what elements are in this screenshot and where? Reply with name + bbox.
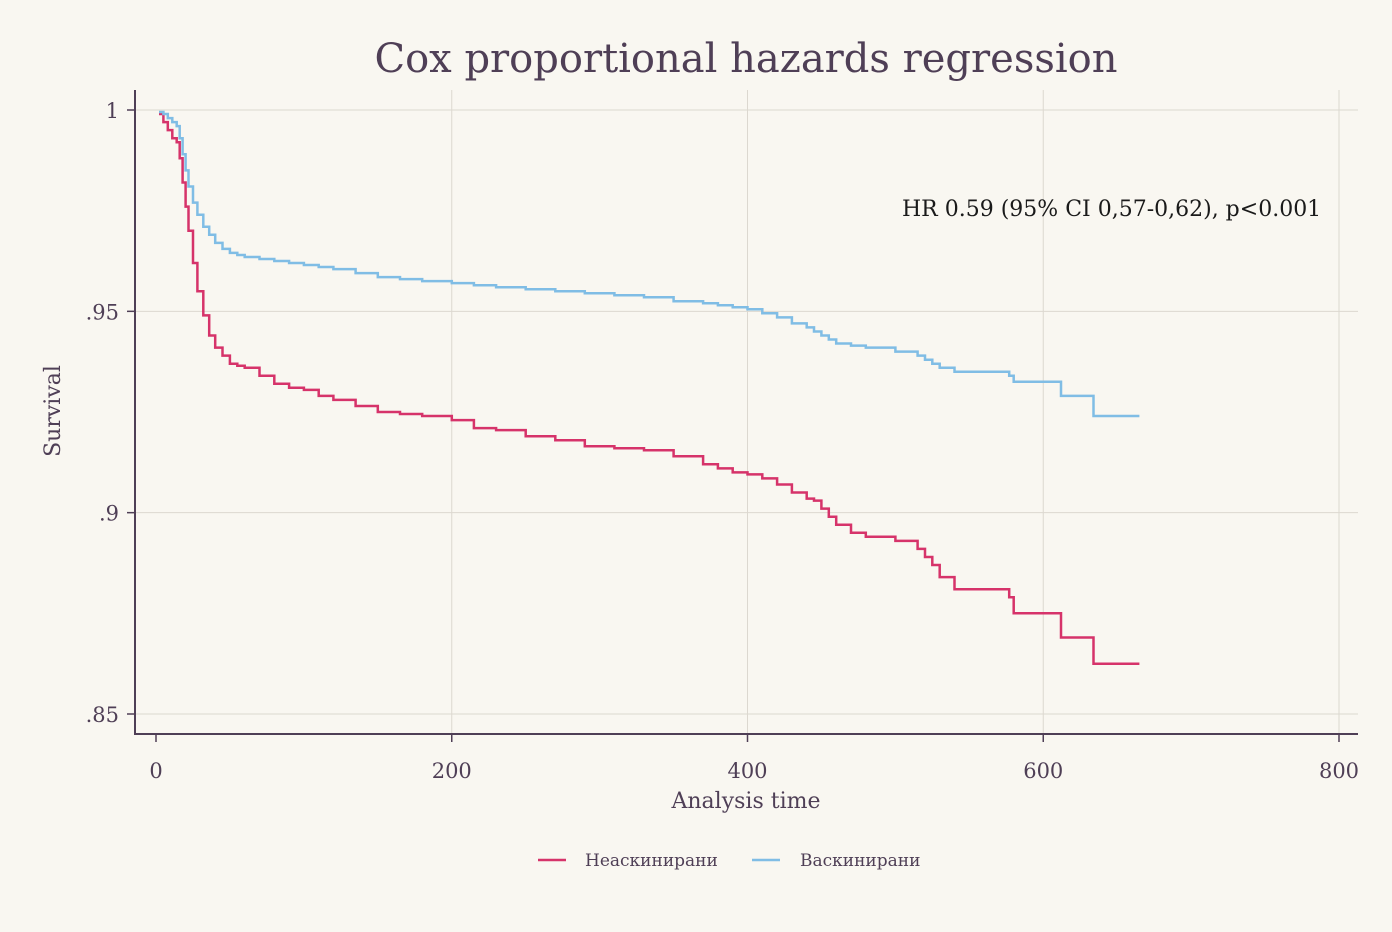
series-line-1 (159, 110, 1140, 418)
legend-label-series-0: Неаскинирани (585, 851, 718, 871)
series-line-0 (159, 112, 1140, 665)
y-tick-label-1: .9 (99, 502, 119, 526)
y-tick-label-3: 1 (106, 99, 119, 123)
y-axis-label: Survival (41, 365, 66, 457)
y-tick-label-0: .85 (86, 703, 119, 727)
axes-layer: 0 200 400 600 800 .85 .9 .95 1 (86, 90, 1359, 783)
hazard-ratio-annotation: HR 0.59 (95% CI 0,57-0,62), p<0.001 (902, 197, 1321, 222)
x-tick-label-3: 600 (1023, 759, 1063, 783)
x-tick-label-0: 0 (149, 759, 162, 783)
grid-layer (135, 90, 1358, 734)
legend-label-series-1: Васкинирани (800, 851, 920, 871)
chart-title: Cox proportional hazards regression (374, 36, 1117, 82)
x-tick-label-1: 200 (432, 759, 472, 783)
legend: Неаскинирани Васкинирани (538, 851, 920, 871)
x-axis-label: Analysis time (670, 789, 820, 814)
x-tick-label-2: 400 (727, 759, 767, 783)
series-layer (159, 110, 1140, 665)
x-tick-label-4: 800 (1319, 759, 1359, 783)
y-tick-label-2: .95 (86, 300, 119, 324)
